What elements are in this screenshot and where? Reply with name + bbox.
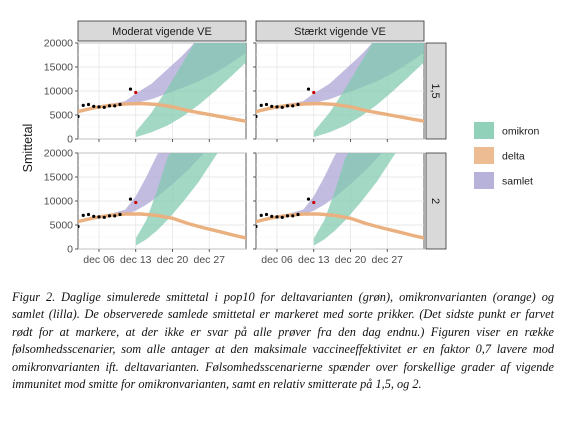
observed-point bbox=[134, 90, 138, 95]
delta-line bbox=[256, 212, 424, 240]
panel: 0 5000 10000 15000 20000 dec 06 dec 13 dec 20 de… bbox=[44, 148, 247, 266]
observed-point bbox=[92, 104, 96, 108]
observed-point bbox=[312, 200, 316, 205]
x-tick-label: dec 27 bbox=[371, 254, 403, 266]
column-strip bbox=[77, 20, 247, 42]
observed-point bbox=[296, 102, 300, 107]
legend-key-omikron bbox=[474, 122, 494, 139]
omikron-band bbox=[135, 43, 246, 138]
observed-point bbox=[275, 215, 279, 219]
observed-point bbox=[81, 213, 85, 217]
x-tick-label: dec 27 bbox=[193, 254, 225, 266]
y-tick-label: 5000 bbox=[50, 110, 74, 122]
legend: omikron delta samlet bbox=[474, 122, 540, 189]
y-tick-label: 20000 bbox=[44, 38, 73, 50]
panel-plot bbox=[256, 43, 424, 138]
panel-plot bbox=[78, 153, 246, 246]
delta-line bbox=[78, 212, 246, 240]
observed-point bbox=[86, 212, 91, 217]
observed-point bbox=[296, 212, 300, 217]
x-tick-label: dec 06 bbox=[261, 254, 293, 266]
observed-point bbox=[118, 102, 122, 107]
row-strip-label: 1,5 bbox=[429, 83, 441, 98]
observed-point bbox=[306, 87, 311, 91]
y-tick-label: 20000 bbox=[44, 148, 73, 160]
x-tick-label: dec 20 bbox=[157, 254, 189, 266]
observed-point bbox=[280, 215, 284, 219]
observed-point bbox=[264, 212, 269, 217]
observed-point bbox=[102, 105, 106, 109]
observed-point bbox=[270, 214, 274, 218]
observed-point bbox=[291, 214, 295, 218]
omikron-band bbox=[313, 43, 424, 138]
observed-point bbox=[128, 87, 133, 91]
x-tick-label: dec 20 bbox=[335, 254, 367, 266]
observed-point bbox=[78, 114, 80, 119]
row-strip-label: 2 bbox=[429, 198, 441, 204]
column-strip-label: Moderat vigende VE bbox=[112, 26, 212, 38]
delta-line bbox=[78, 101, 246, 123]
legend-key-delta bbox=[474, 147, 494, 164]
y-tick-label: 10000 bbox=[44, 86, 73, 98]
row-strip bbox=[425, 42, 447, 140]
observed-point bbox=[270, 104, 274, 108]
observed-point bbox=[259, 213, 263, 217]
legend-label-omikron: omikron bbox=[502, 126, 540, 138]
legend-key-samlet bbox=[474, 172, 494, 189]
y-tick-label: 5000 bbox=[50, 220, 74, 232]
observed-point bbox=[92, 214, 96, 218]
observed-point bbox=[86, 102, 91, 107]
observed-point bbox=[259, 103, 263, 107]
y-tick-label: 15000 bbox=[44, 172, 73, 184]
panels-layer: 0 5000 10000 15000 20000 Moderat vigende VE St… bbox=[44, 20, 447, 266]
x-tick-label: dec 06 bbox=[83, 254, 115, 266]
observed-point bbox=[113, 104, 117, 108]
legend-label-delta: delta bbox=[502, 151, 525, 163]
column-strip bbox=[255, 20, 425, 42]
observed-point bbox=[306, 197, 311, 201]
observed-point bbox=[275, 105, 279, 109]
omikron-band bbox=[135, 153, 218, 246]
panel: 0 5000 10000 15000 20000 Moderat vigende VE bbox=[44, 20, 247, 146]
observed-point bbox=[256, 224, 258, 229]
observed-point bbox=[78, 224, 80, 229]
figure-caption: Figur 2. Daglige simulerede smittetal i … bbox=[12, 290, 554, 392]
observed-point bbox=[102, 215, 106, 219]
observed-point bbox=[97, 215, 101, 219]
observed-point bbox=[118, 212, 122, 217]
observed-point bbox=[113, 214, 117, 218]
observed-point bbox=[81, 103, 85, 107]
y-tick-label: 10000 bbox=[44, 196, 73, 208]
y-tick-label: 15000 bbox=[44, 62, 73, 74]
observed-point bbox=[291, 104, 295, 108]
observed-point bbox=[97, 105, 101, 109]
x-tick-label: dec 13 bbox=[298, 254, 330, 266]
observed-point bbox=[280, 105, 284, 109]
y-tick-label: 0 bbox=[67, 244, 73, 256]
panel-plot bbox=[78, 43, 246, 138]
panel-plot bbox=[256, 153, 424, 246]
omikron-band bbox=[313, 153, 396, 246]
observed-point bbox=[134, 200, 138, 205]
panel: dec 06 dec 13 dec 20 dec 27 2 bbox=[253, 152, 447, 266]
observed-point bbox=[285, 104, 290, 108]
observed-point bbox=[264, 102, 269, 107]
observed-point bbox=[107, 104, 112, 108]
observed-point bbox=[256, 114, 258, 119]
y-axis-title: Smittetal bbox=[21, 124, 35, 173]
faceted-area-chart: Smittetal 0 5000 10000 15000 20000 Moderat vi… bbox=[21, 20, 540, 266]
x-tick-label: dec 13 bbox=[120, 254, 152, 266]
row-strip bbox=[425, 152, 447, 250]
column-strip-label: Stærkt vigende VE bbox=[294, 26, 386, 38]
observed-point bbox=[285, 214, 290, 218]
y-tick-label: 0 bbox=[67, 134, 73, 146]
observed-point bbox=[312, 90, 316, 95]
legend-label-samlet: samlet bbox=[502, 176, 533, 188]
observed-point bbox=[107, 214, 112, 218]
observed-point bbox=[128, 197, 133, 201]
panel: Stærkt vigende VE 1,5 bbox=[253, 20, 447, 142]
delta-line bbox=[256, 101, 424, 123]
